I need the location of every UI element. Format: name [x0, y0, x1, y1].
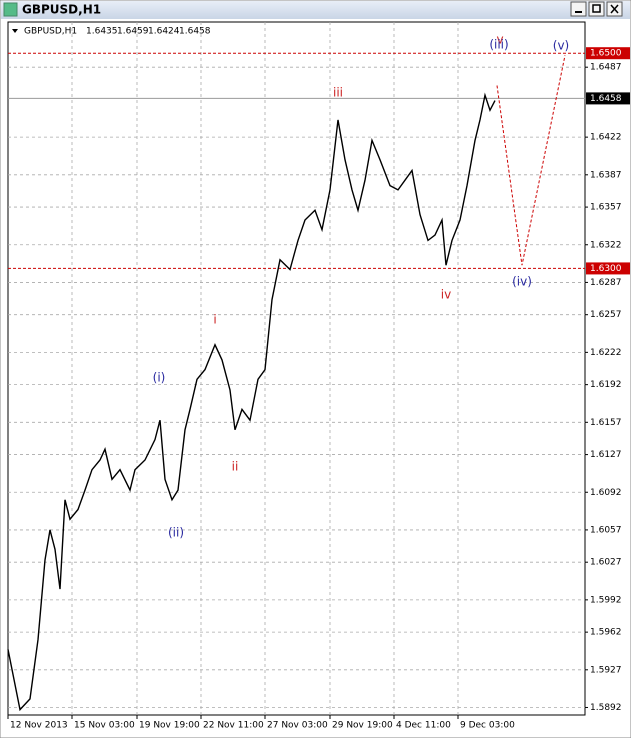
level-label-box [586, 262, 630, 275]
maximize-button[interactable] [588, 1, 605, 17]
symbol-label: GBPUSD,H1 [24, 27, 77, 37]
price-series [7, 92, 496, 712]
window-buttons [570, 1, 623, 17]
y-tick-label: 1.6222 [590, 348, 622, 358]
x-tick-label: 22 Nov 11:00 [203, 721, 264, 731]
y-tick-label: 1.6127 [590, 450, 622, 460]
wave-label: (ii) [168, 526, 184, 540]
x-tick-label: 27 Nov 03:00 [267, 721, 328, 731]
wave-label: iv [441, 288, 451, 302]
wave-label: v [496, 33, 503, 47]
ohlc-value: 1.6459 [117, 27, 149, 37]
y-tick-label: 1.5927 [590, 665, 622, 675]
window-title: GBPUSD,H1 [22, 3, 101, 17]
x-tick-label: 19 Nov 19:00 [139, 721, 200, 731]
y-tick-label: 1.6357 [590, 203, 622, 213]
y-tick-label: 1.6257 [590, 310, 622, 320]
wave-label: (iv) [512, 275, 532, 289]
chart-layer: 1.6435 1.6459 1.6424 1.64581.64871.64221.63… [7, 22, 630, 731]
y-tick-label: 1.5962 [590, 628, 622, 638]
wave-label: i [213, 313, 216, 327]
y-tick-label: 1.6092 [590, 488, 622, 498]
x-tick-label: 12 Nov 2013 [10, 721, 68, 731]
y-tick-label: 1.6192 [590, 380, 622, 390]
close-icon [610, 4, 619, 14]
ohlc-value: 1.6435 [86, 27, 118, 37]
y-tick-label: 1.6387 [590, 170, 622, 180]
y-tick-label: 1.6027 [590, 558, 622, 568]
price-label-box [586, 92, 630, 105]
header-arrow [12, 29, 18, 33]
wave-label: (iii) [489, 38, 508, 52]
forecast-line [496, 55, 566, 266]
x-tick-label: 15 Nov 03:00 [74, 721, 135, 731]
window-icon [3, 2, 18, 17]
minimize-button[interactable] [570, 1, 587, 17]
y-tick-label: 1.6322 [590, 240, 622, 250]
ohlc-value: 1.6424 [148, 27, 180, 37]
wave-label: iii [333, 86, 343, 100]
x-tick-label: 9 Dec 03:00 [460, 721, 515, 731]
ohlc-value: 1.6458 [179, 27, 211, 37]
wave-label: (v) [553, 39, 569, 53]
y-tick-label: 1.6422 [590, 133, 622, 143]
wave-label: ii [232, 460, 239, 474]
price-label: 1.6458 [590, 94, 622, 104]
level-label-box [586, 47, 630, 60]
y-tick-label: 1.6157 [590, 418, 622, 428]
maximize-icon [592, 4, 601, 13]
y-tick-label: 1.6057 [590, 525, 622, 535]
y-tick-label: 1.5892 [590, 703, 622, 713]
y-tick-label: 1.5992 [590, 595, 622, 605]
y-tick-label: 1.6487 [590, 63, 622, 73]
x-tick-label: 4 Dec 11:00 [396, 721, 451, 731]
title-bar [1, 1, 630, 19]
level-label: 1.6300 [590, 264, 622, 274]
y-tick-label: 1.6287 [590, 278, 622, 288]
plot-area [7, 21, 586, 716]
x-tick-label: 29 Nov 19:00 [332, 721, 393, 731]
wave-label: (i) [153, 371, 166, 385]
level-label: 1.6500 [590, 49, 622, 59]
